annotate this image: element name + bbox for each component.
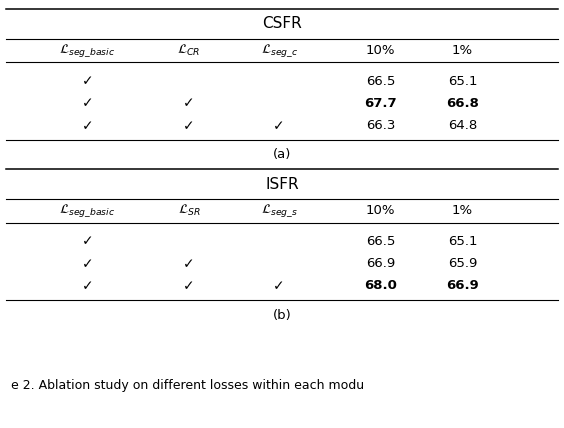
Text: ✓: ✓ xyxy=(82,97,93,110)
Text: ✓: ✓ xyxy=(82,119,93,133)
Text: ✓: ✓ xyxy=(274,119,285,133)
Text: 66.3: 66.3 xyxy=(366,119,395,132)
Text: 1%: 1% xyxy=(452,204,473,217)
Text: $\mathcal{L}_{seg\_c}$: $\mathcal{L}_{seg\_c}$ xyxy=(261,42,298,59)
Text: ISFR: ISFR xyxy=(265,176,299,192)
Text: 66.5: 66.5 xyxy=(366,235,395,248)
Text: ✓: ✓ xyxy=(183,257,195,270)
Text: $\mathcal{L}_{seg\_basic}$: $\mathcal{L}_{seg\_basic}$ xyxy=(59,202,116,219)
Text: e 2. Ablation study on different losses within each modu: e 2. Ablation study on different losses … xyxy=(11,379,364,392)
Text: 10%: 10% xyxy=(366,204,395,217)
Text: 65.9: 65.9 xyxy=(448,257,477,270)
Text: ✓: ✓ xyxy=(82,235,93,248)
Text: CSFR: CSFR xyxy=(262,16,302,32)
Text: ✓: ✓ xyxy=(183,97,195,110)
Text: 68.0: 68.0 xyxy=(364,279,397,292)
Text: $\mathcal{L}_{CR}$: $\mathcal{L}_{CR}$ xyxy=(177,43,201,58)
Text: ✓: ✓ xyxy=(82,74,93,88)
Text: ✓: ✓ xyxy=(183,119,195,133)
Text: ✓: ✓ xyxy=(274,279,285,293)
Text: 66.9: 66.9 xyxy=(366,257,395,270)
Text: 65.1: 65.1 xyxy=(448,75,477,88)
Text: $\mathcal{L}_{seg\_s}$: $\mathcal{L}_{seg\_s}$ xyxy=(261,202,298,219)
Text: $\mathcal{L}_{seg\_basic}$: $\mathcal{L}_{seg\_basic}$ xyxy=(59,42,116,59)
Text: 67.7: 67.7 xyxy=(364,97,397,110)
Text: 66.8: 66.8 xyxy=(446,97,479,110)
Text: 66.5: 66.5 xyxy=(366,75,395,88)
Text: 66.9: 66.9 xyxy=(446,279,479,292)
Text: 10%: 10% xyxy=(366,44,395,57)
Text: $\mathcal{L}_{SR}$: $\mathcal{L}_{SR}$ xyxy=(178,203,200,218)
Text: 64.8: 64.8 xyxy=(448,119,477,132)
Text: (a): (a) xyxy=(273,149,291,161)
Text: 1%: 1% xyxy=(452,44,473,57)
Text: ✓: ✓ xyxy=(82,257,93,270)
Text: 65.1: 65.1 xyxy=(448,235,477,248)
Text: ✓: ✓ xyxy=(82,279,93,293)
Text: ✓: ✓ xyxy=(183,279,195,293)
Text: (b): (b) xyxy=(272,309,292,321)
